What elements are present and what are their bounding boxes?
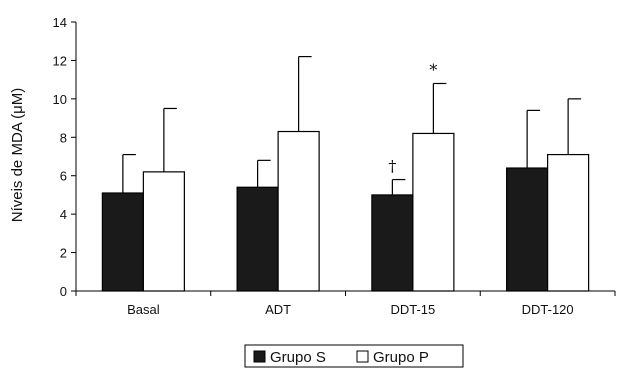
- bars-group: †*: [101, 55, 590, 292]
- y-tick-label: 4: [60, 207, 67, 222]
- x-tick-label: ADT: [265, 302, 291, 317]
- y-tick-label: 10: [53, 92, 67, 107]
- y-tick-label: 14: [53, 15, 67, 30]
- y-tick-label: 2: [60, 246, 67, 261]
- legend-label: Grupo P: [373, 349, 429, 366]
- y-tick-label: 0: [60, 284, 67, 299]
- legend: Grupo S Grupo P: [244, 344, 464, 368]
- significance-marker: *: [429, 60, 437, 79]
- bar-grupo-s: [506, 167, 549, 292]
- bar-grupo-s: [371, 194, 414, 292]
- bar-grupo-p: [547, 153, 590, 292]
- y-tick-label: 6: [60, 169, 67, 184]
- x-axis: Basal ADT DDT-15 DDT-120: [75, 290, 616, 317]
- legend-swatch: [253, 350, 266, 363]
- y-tick-label: 12: [53, 53, 67, 68]
- bar-grupo-p: [412, 132, 455, 292]
- x-tick-label: DDT-15: [390, 302, 435, 317]
- y-axis: 0 2 4 6 8 10 12 14: [53, 15, 77, 299]
- significance-marker: †: [388, 157, 396, 176]
- legend-label: Grupo S: [270, 349, 326, 366]
- y-axis-title: Níveis de MDA (μM): [9, 88, 26, 223]
- y-tick-label: 8: [60, 130, 67, 145]
- x-tick-label: DDT-120: [522, 302, 574, 317]
- x-tick-label: Basal: [127, 302, 160, 317]
- bar-grupo-s: [101, 192, 144, 292]
- legend-swatch: [356, 350, 369, 363]
- legend-box: [244, 344, 464, 368]
- bar-grupo-p: [277, 130, 320, 292]
- bar-grupo-p: [142, 171, 185, 292]
- bar-grupo-s: [236, 186, 279, 292]
